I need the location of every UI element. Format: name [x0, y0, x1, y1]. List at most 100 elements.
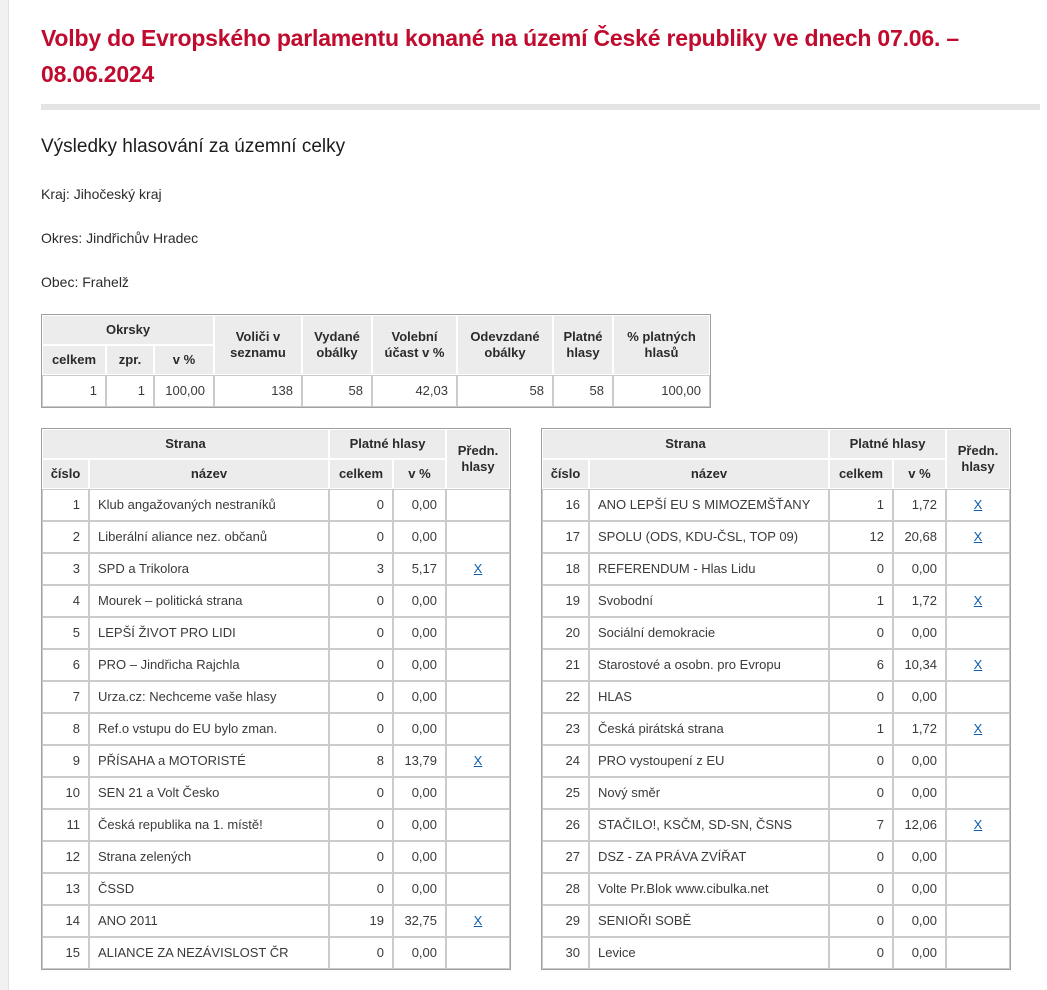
pref-votes-cell: X: [946, 809, 1010, 841]
party-name: SEN 21 a Volt Česko: [89, 777, 329, 809]
party-row: 15 ALIANCE ZA NEZÁVISLOST ČR 0 0,00: [42, 937, 510, 969]
party-votes-total: 0: [329, 649, 393, 681]
party-number: 27: [542, 841, 589, 873]
party-votes-pct: 0,00: [393, 713, 446, 745]
col-nazev: název: [589, 459, 829, 489]
pref-votes-cell: [446, 809, 510, 841]
party-votes-total: 0: [829, 841, 893, 873]
party-row: 17 SPOLU (ODS, KDU-ČSL, TOP 09) 12 20,68…: [542, 521, 1010, 553]
party-votes-total: 0: [329, 521, 393, 553]
pref-votes-cell: [946, 745, 1010, 777]
party-votes-pct: 32,75: [393, 905, 446, 937]
pref-votes-cell: X: [446, 745, 510, 777]
party-row: 28 Volte Pr.Blok www.cibulka.net 0 0,00: [542, 873, 1010, 905]
party-votes-pct: 0,00: [393, 809, 446, 841]
party-number: 9: [42, 745, 89, 777]
party-number: 24: [542, 745, 589, 777]
party-number: 12: [42, 841, 89, 873]
pref-votes-link[interactable]: X: [973, 817, 983, 832]
party-votes-total: 0: [329, 713, 393, 745]
party-votes-pct: 1,72: [893, 489, 946, 521]
party-votes-total: 0: [829, 681, 893, 713]
party-name: Sociální demokracie: [589, 617, 829, 649]
col-okrsky-zpr: zpr.: [106, 345, 154, 375]
pref-votes-link[interactable]: X: [973, 529, 983, 544]
party-name: Česká pirátská strana: [589, 713, 829, 745]
pref-votes-cell: [946, 681, 1010, 713]
party-votes-pct: 0,00: [393, 617, 446, 649]
party-name: SPD a Trikolora: [89, 553, 329, 585]
party-name: PRO vystoupení z EU: [589, 745, 829, 777]
party-votes-total: 0: [329, 585, 393, 617]
party-name: ALIANCE ZA NEZÁVISLOST ČR: [89, 937, 329, 969]
party-row: 4 Mourek – politická strana 0 0,00: [42, 585, 510, 617]
party-number: 25: [542, 777, 589, 809]
summary-row: 1 1 100,00 138 58 42,03 58 58 100,00: [42, 375, 710, 407]
pref-votes-link[interactable]: X: [473, 561, 483, 576]
party-number: 28: [542, 873, 589, 905]
party-votes-total: 0: [329, 617, 393, 649]
col-vpct: v %: [893, 459, 946, 489]
party-row: 26 STAČILO!, KSČM, SD-SN, ČSNS 7 12,06 X: [542, 809, 1010, 841]
party-number: 11: [42, 809, 89, 841]
pref-votes-cell: [946, 937, 1010, 969]
party-votes-total: 12: [829, 521, 893, 553]
col-celkem: celkem: [829, 459, 893, 489]
party-name: Nový směr: [589, 777, 829, 809]
pref-votes-link[interactable]: X: [973, 657, 983, 672]
party-votes-pct: 0,00: [393, 841, 446, 873]
party-row: 10 SEN 21 a Volt Česko 0 0,00: [42, 777, 510, 809]
col-vpct: v %: [393, 459, 446, 489]
pref-votes-link[interactable]: X: [973, 593, 983, 608]
party-row: 16 ANO LEPŠÍ EU S MIMOZEMŠŤANY 1 1,72 X: [542, 489, 1010, 521]
col-volebni-ucast: Volební účast v %: [372, 315, 457, 375]
party-votes-pct: 10,34: [893, 649, 946, 681]
party-votes-total: 0: [329, 873, 393, 905]
party-votes-pct: 0,00: [893, 745, 946, 777]
party-votes-total: 0: [829, 905, 893, 937]
pref-votes-cell: [446, 521, 510, 553]
pref-votes-link[interactable]: X: [473, 753, 483, 768]
pref-votes-cell: [446, 937, 510, 969]
party-row: 24 PRO vystoupení z EU 0 0,00: [542, 745, 1010, 777]
pref-votes-link[interactable]: X: [473, 913, 483, 928]
party-name: Česká republika na 1. místě!: [89, 809, 329, 841]
party-votes-total: 0: [329, 841, 393, 873]
summary-table-wrap: Okrsky Voliči v seznamu Vydané obálky Vo…: [41, 314, 711, 408]
party-number: 7: [42, 681, 89, 713]
party-row: 5 LEPŠÍ ŽIVOT PRO LIDI 0 0,00: [42, 617, 510, 649]
party-row: 8 Ref.o vstupu do EU bylo zman. 0 0,00: [42, 713, 510, 745]
party-name: DSZ - ZA PRÁVA ZVÍŘAT: [589, 841, 829, 873]
party-votes-pct: 12,06: [893, 809, 946, 841]
party-table-right: Strana Platné hlasy Předn. hlasy číslo n…: [542, 429, 1010, 969]
pref-votes-link[interactable]: X: [973, 497, 983, 512]
party-votes-total: 0: [829, 937, 893, 969]
page: Volby do Evropského parlamentu konané na…: [8, 0, 1047, 990]
pref-votes-cell: [446, 617, 510, 649]
party-name: Klub angažovaných nestraníků: [89, 489, 329, 521]
pref-votes-link[interactable]: X: [973, 721, 983, 736]
party-number: 30: [542, 937, 589, 969]
party-votes-total: 19: [329, 905, 393, 937]
party-row: 1 Klub angažovaných nestraníků 0 0,00: [42, 489, 510, 521]
party-row: 27 DSZ - ZA PRÁVA ZVÍŘAT 0 0,00: [542, 841, 1010, 873]
volebni-ucast-value: 42,03: [372, 375, 457, 407]
party-tables-area: Strana Platné hlasy Předn. hlasy číslo n…: [41, 428, 1047, 970]
col-predn-hlasy: Předn. hlasy: [446, 429, 510, 489]
section-title: Výsledky hlasování za územní celky: [41, 136, 346, 157]
party-name: STAČILO!, KSČM, SD-SN, ČSNS: [589, 809, 829, 841]
party-row: 18 REFERENDUM - Hlas Lidu 0 0,00: [542, 553, 1010, 585]
party-number: 2: [42, 521, 89, 553]
party-name: SENIOŘI SOBĚ: [589, 905, 829, 937]
party-votes-pct: 0,00: [893, 681, 946, 713]
col-okrsky-vpct: v %: [154, 345, 214, 375]
region-kraj-value: Jihočeský kraj: [73, 186, 162, 202]
party-votes-pct: 5,17: [393, 553, 446, 585]
party-votes-total: 0: [329, 777, 393, 809]
party-name: ANO LEPŠÍ EU S MIMOZEMŠŤANY: [589, 489, 829, 521]
party-number: 13: [42, 873, 89, 905]
region-okres-value: Jindřichův Hradec: [86, 230, 199, 246]
pref-votes-cell: [446, 489, 510, 521]
party-number: 22: [542, 681, 589, 713]
okrsky-celkem-value: 1: [42, 375, 106, 407]
